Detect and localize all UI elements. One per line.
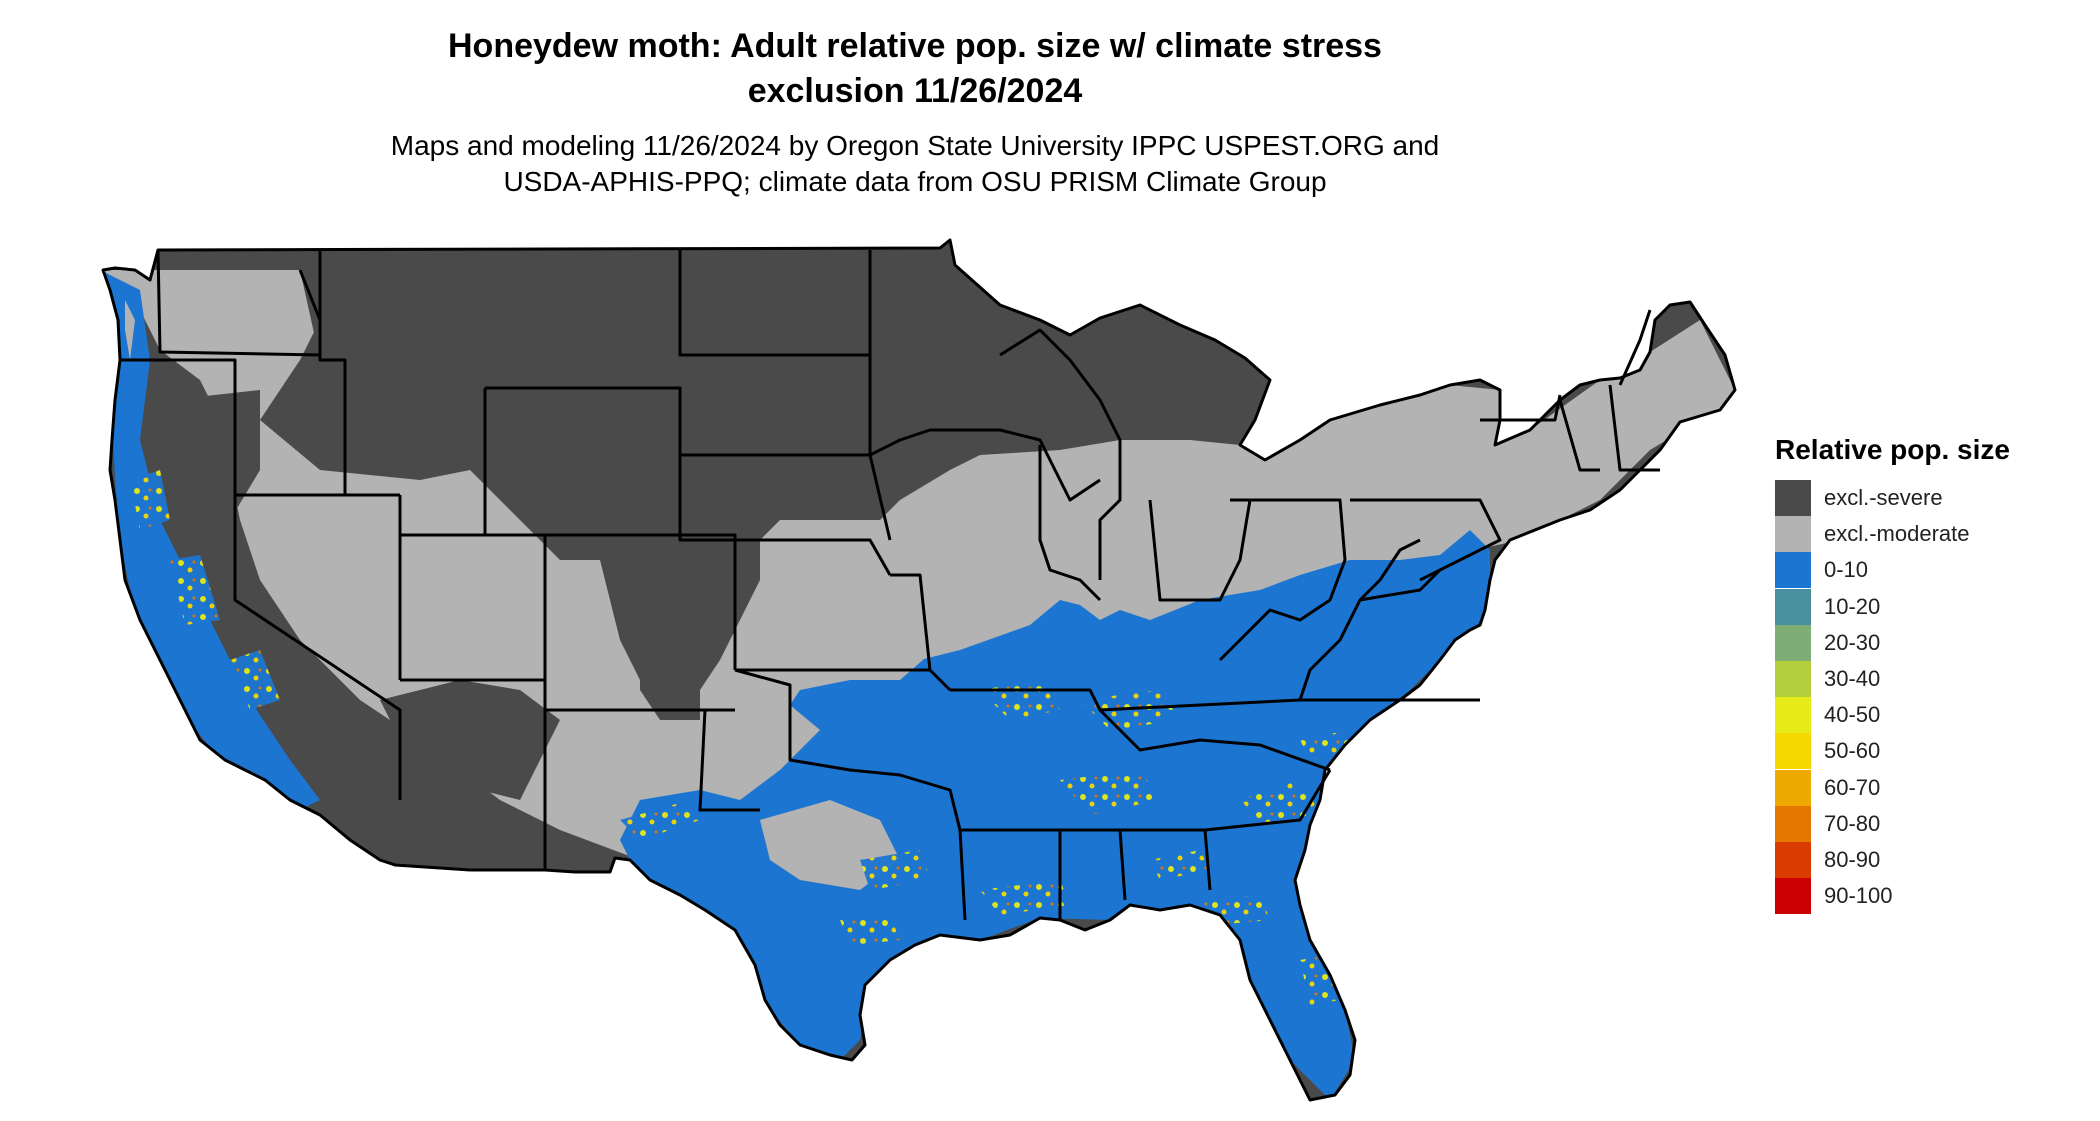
legend-label: 10-20 (1824, 593, 1881, 619)
legend-item: 90-100 (1775, 878, 2075, 915)
title-line-2: exclusion 11/26/2024 (747, 72, 1083, 110)
legend-swatch (1775, 697, 1811, 734)
legend-label: 50-60 (1824, 738, 1881, 764)
legend-label: 60-70 (1824, 774, 1881, 800)
legend-item: 30-40 (1775, 661, 2075, 698)
legend-label: 90-100 (1824, 883, 1893, 909)
legend-item: excl.-severe (1775, 480, 2075, 517)
legend-label: 40-50 (1824, 702, 1881, 728)
legend-item: excl.-moderate (1775, 516, 2075, 553)
legend-item: 50-60 (1775, 733, 2075, 770)
map-title: Honeydew moth: Adult relative pop. size … (0, 24, 1830, 114)
legend-swatch (1775, 624, 1811, 661)
legend-label: 30-40 (1824, 666, 1881, 692)
legend-label: 0-10 (1824, 557, 1869, 583)
legend-item: 10-20 (1775, 588, 2075, 625)
legend-title: Relative pop. size (1775, 434, 2010, 465)
legend-item: 60-70 (1775, 769, 2075, 806)
legend-label: excl.-moderate (1824, 521, 1970, 547)
state-borders (101, 238, 1737, 1102)
legend-label: 70-80 (1824, 810, 1881, 836)
legend-item: 20-30 (1775, 624, 2075, 661)
legend-swatch (1775, 769, 1811, 806)
legend-item: 40-50 (1775, 697, 2075, 734)
legend-label: 20-30 (1824, 629, 1881, 655)
map-subtitle: Maps and modeling 11/26/2024 by Oregon S… (0, 128, 1830, 200)
legend-swatch (1775, 588, 1811, 625)
legend-label: excl.-severe (1824, 485, 1943, 511)
legend-label: 80-90 (1824, 846, 1881, 872)
legend-swatch (1775, 733, 1811, 770)
subtitle-line-2: USDA-APHIS-PPQ; climate data from OSU PR… (503, 166, 1327, 197)
legend-swatch (1775, 552, 1811, 589)
legend-items: excl.-severe excl.-moderate 0-10 10-20 20-30… (1775, 480, 2075, 915)
legend-item: 0-10 (1775, 552, 2075, 589)
legend-swatch (1775, 516, 1811, 553)
legend: Relative pop. size excl.-severe excl.-mod… (1775, 432, 2075, 915)
legend-swatch (1775, 841, 1811, 878)
subtitle-line-1: Maps and modeling 11/26/2024 by Oregon S… (390, 130, 1440, 161)
legend-swatch (1775, 878, 1811, 915)
legend-swatch (1775, 661, 1811, 698)
legend-swatch (1775, 805, 1811, 842)
legend-item: 70-80 (1775, 805, 2075, 842)
legend-item: 80-90 (1775, 841, 2075, 878)
title-line-1: Honeydew moth: Adult relative pop. size … (448, 27, 1382, 65)
legend-swatch (1775, 480, 1811, 517)
